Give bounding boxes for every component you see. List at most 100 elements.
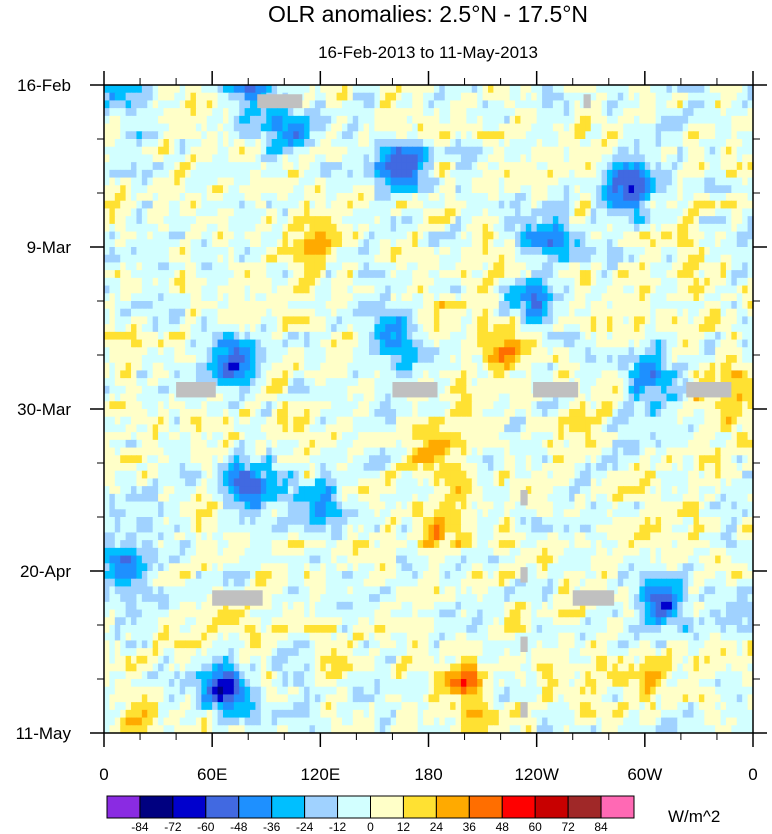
field-cell: [515, 247, 522, 256]
field-cell: [471, 100, 478, 109]
field-cell: [109, 270, 116, 279]
field-cell: [168, 331, 175, 341]
field-cell: [715, 355, 722, 364]
field-cell: [331, 208, 338, 217]
field-cell: [742, 324, 749, 333]
field-cell: [320, 216, 327, 225]
field-cell: [487, 146, 494, 156]
field-cell: [606, 85, 613, 94]
field-cell: [293, 393, 300, 402]
field-cell: [579, 193, 586, 202]
field-cell: [736, 393, 743, 402]
field-cell: [266, 308, 273, 318]
field-cell: [352, 324, 359, 333]
field-cell: [423, 285, 430, 294]
field-cell: [250, 131, 257, 140]
field-cell: [190, 100, 197, 109]
field-cell: [412, 146, 419, 156]
field-cell: [525, 393, 532, 402]
field-cell: [228, 193, 235, 202]
field-cell: [282, 277, 289, 287]
field-cell: [655, 239, 662, 248]
field-cell: [574, 393, 581, 402]
field-cell: [190, 362, 197, 372]
field-cell: [688, 154, 695, 163]
field-cell: [590, 216, 597, 225]
field-cell: [347, 115, 354, 125]
field-cell: [439, 308, 446, 318]
field-cell: [704, 239, 711, 248]
field-cell: [141, 293, 148, 302]
field-cell: [439, 301, 446, 310]
field-cell: [352, 355, 359, 364]
field-cell: [158, 247, 165, 256]
field-cell: [693, 247, 700, 256]
field-cell: [396, 139, 403, 148]
field-cell: [698, 293, 705, 302]
field-cell: [141, 301, 148, 310]
field-cell: [233, 324, 240, 333]
field-cell: [114, 247, 121, 256]
field-cell: [206, 362, 213, 372]
field-cell: [309, 92, 316, 102]
field-cell: [493, 293, 500, 302]
field-cell: [277, 231, 284, 240]
field-cell: [504, 401, 511, 410]
field-cell: [504, 154, 511, 163]
field-cell: [482, 370, 489, 379]
field-cell: [520, 339, 527, 348]
field-cell: [287, 239, 294, 248]
field-cell: [704, 131, 711, 140]
field-cell: [352, 162, 359, 171]
field-cell: [320, 239, 327, 248]
field-cell: [109, 285, 116, 294]
field-cell: [374, 92, 381, 102]
field-cell: [314, 146, 321, 156]
field-cell: [255, 239, 262, 248]
field-cell: [152, 277, 159, 287]
field-cell: [688, 254, 695, 264]
field-cell: [369, 331, 376, 341]
field-cell: [558, 308, 565, 318]
field-cell: [114, 355, 121, 364]
field-cell: [125, 247, 132, 256]
field-cell: [282, 169, 289, 179]
field-cell: [569, 185, 576, 194]
field-cell: [520, 193, 527, 202]
field-cell: [639, 262, 646, 271]
field-cell: [666, 254, 673, 264]
field-cell: [493, 270, 500, 279]
field-cell: [168, 385, 175, 395]
field-cell: [574, 347, 581, 356]
field-cell: [141, 247, 148, 256]
field-cell: [369, 100, 376, 109]
field-cell: [444, 277, 451, 287]
field-cell: [520, 378, 527, 387]
field-cell: [471, 154, 478, 163]
field-cell: [655, 92, 662, 102]
field-cell: [709, 92, 716, 102]
field-cell: [228, 100, 235, 109]
field-cell: [244, 347, 251, 356]
field-cell: [536, 123, 543, 132]
field-cell: [742, 247, 749, 256]
field-cell: [715, 270, 722, 279]
field-cell: [152, 85, 159, 94]
field-cell: [460, 239, 467, 248]
field-cell: [471, 108, 478, 117]
field-cell: [547, 339, 554, 348]
field-cell: [298, 223, 305, 233]
field-cell: [525, 139, 532, 148]
field-cell: [423, 308, 430, 318]
field-cell: [206, 308, 213, 318]
field-cell: [271, 355, 278, 364]
field-cell: [569, 393, 576, 402]
field-cell: [109, 262, 116, 271]
field-cell: [385, 177, 392, 186]
field-cell: [374, 231, 381, 240]
field-cell: [569, 216, 576, 225]
field-cell: [206, 324, 213, 333]
field-cell: [450, 193, 457, 202]
field-cell: [612, 177, 619, 186]
field-cell: [704, 85, 711, 94]
